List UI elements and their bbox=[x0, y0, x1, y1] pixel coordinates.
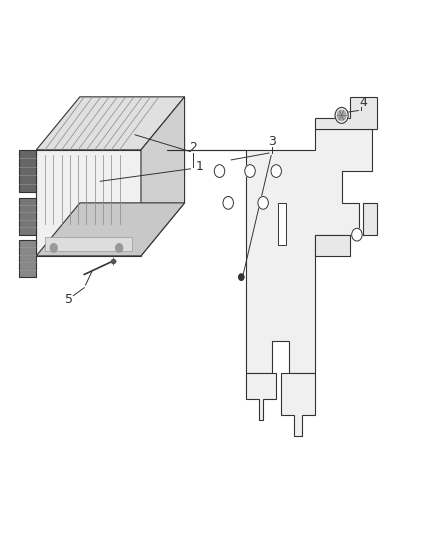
Polygon shape bbox=[167, 128, 371, 373]
Bar bbox=[45, 237, 132, 251]
Text: 1: 1 bbox=[195, 160, 203, 173]
Circle shape bbox=[257, 197, 268, 209]
Text: 5: 5 bbox=[65, 293, 73, 306]
Circle shape bbox=[223, 197, 233, 209]
Text: 4: 4 bbox=[359, 95, 367, 109]
Circle shape bbox=[336, 110, 345, 120]
Text: 2: 2 bbox=[189, 141, 197, 154]
Bar bbox=[278, 203, 286, 245]
Circle shape bbox=[334, 108, 347, 123]
Polygon shape bbox=[36, 97, 184, 150]
Circle shape bbox=[50, 244, 57, 252]
Circle shape bbox=[270, 165, 281, 177]
Circle shape bbox=[116, 244, 122, 252]
Polygon shape bbox=[19, 198, 36, 235]
Polygon shape bbox=[19, 150, 36, 192]
Circle shape bbox=[238, 274, 244, 280]
Polygon shape bbox=[19, 240, 36, 277]
Circle shape bbox=[214, 165, 224, 177]
Polygon shape bbox=[280, 373, 315, 436]
Polygon shape bbox=[36, 150, 141, 256]
Polygon shape bbox=[245, 373, 276, 420]
Text: 3: 3 bbox=[267, 135, 275, 148]
Polygon shape bbox=[315, 203, 376, 256]
Circle shape bbox=[244, 165, 254, 177]
Polygon shape bbox=[36, 203, 184, 256]
Polygon shape bbox=[315, 97, 376, 128]
Polygon shape bbox=[141, 97, 184, 256]
Circle shape bbox=[351, 228, 361, 241]
